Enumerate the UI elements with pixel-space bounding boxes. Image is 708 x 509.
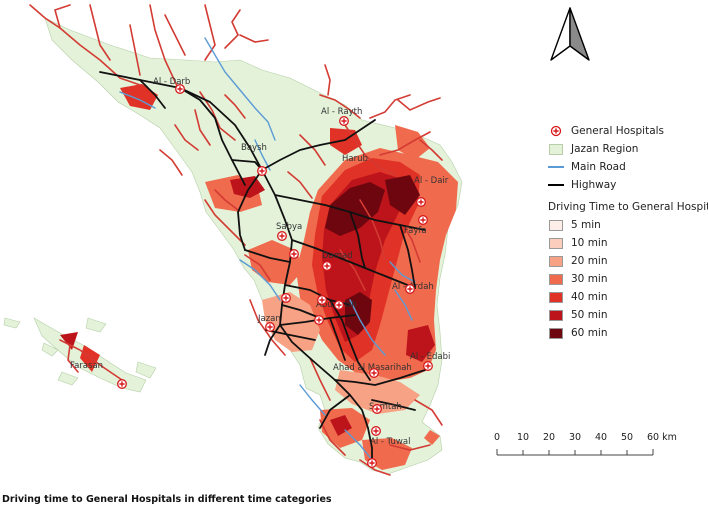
hospital-icon bbox=[116, 379, 128, 389]
map-legend: General Hospitals Jazan Region Main Road… bbox=[548, 122, 708, 342]
place-label: Farasan bbox=[70, 361, 103, 371]
place-label: Al - Dair bbox=[414, 176, 449, 186]
hospital-icon bbox=[322, 261, 332, 271]
place-label: Baysh bbox=[241, 143, 267, 153]
place-label: Samtah bbox=[369, 402, 402, 412]
hospital-icon bbox=[281, 293, 291, 303]
scale-tick-label: 50 bbox=[621, 432, 633, 443]
scale-bar: 0 10 20 30 40 50 60 km bbox=[494, 432, 677, 456]
scale-tick-label: 60 km bbox=[647, 432, 677, 443]
place-label: Ahad al Masarihah bbox=[333, 363, 412, 373]
scale-tick-label: 0 bbox=[494, 432, 500, 443]
highways bbox=[99, 71, 426, 466]
legend-label: 50 min bbox=[571, 309, 608, 321]
hospital-icon bbox=[405, 284, 415, 294]
legend-label: 30 min bbox=[571, 273, 608, 285]
legend-item-hospitals: General Hospitals bbox=[548, 122, 708, 140]
place-label: Damad bbox=[322, 251, 353, 261]
time-class-swatch bbox=[549, 291, 563, 303]
legend-label: 20 min bbox=[571, 255, 608, 267]
place-label: Al - Darb bbox=[153, 77, 190, 87]
hospital-icon bbox=[265, 322, 275, 332]
hospital-icon bbox=[289, 248, 299, 259]
main-roads bbox=[119, 37, 416, 461]
hospital-icon bbox=[548, 125, 564, 137]
legend-time-classes: 5 min 10 min 20 min 30 min 40 min 50 min 60 mi… bbox=[548, 216, 708, 342]
figure-caption: Driving time to General Hospitals in dif… bbox=[2, 494, 332, 505]
place-labels: Al - Darb Al - Rayth Baysh Harub Al - Da… bbox=[70, 77, 450, 447]
legend-label: 60 min bbox=[571, 327, 608, 339]
main-road-swatch bbox=[548, 166, 564, 168]
hospital-icon bbox=[334, 300, 344, 310]
legend-item-region: Jazan Region bbox=[548, 140, 708, 158]
time-class-swatch bbox=[549, 255, 563, 267]
legend-item-main-road: Main Road bbox=[548, 158, 708, 176]
scale-tick-label: 20 bbox=[543, 432, 555, 443]
time-class-swatch bbox=[549, 273, 563, 285]
place-label: Al - Rayth bbox=[321, 107, 362, 117]
hospital-icon bbox=[314, 315, 324, 325]
legend-time-class: 5 min bbox=[548, 216, 708, 234]
hospital-icon bbox=[317, 295, 327, 305]
time-class-swatch bbox=[549, 327, 563, 339]
legend-time-class: 20 min bbox=[548, 252, 708, 270]
legend-time-class: 50 min bbox=[548, 306, 708, 324]
hospital-icon bbox=[339, 115, 349, 127]
hospital-icon bbox=[423, 361, 433, 371]
scale-tick-label: 40 bbox=[595, 432, 607, 443]
time-class-swatch bbox=[549, 219, 563, 231]
place-label: Sabya bbox=[276, 222, 302, 232]
legend-time-class: 40 min bbox=[548, 288, 708, 306]
place-label: Al - Edabi bbox=[410, 352, 450, 362]
place-label: Harub bbox=[342, 154, 368, 164]
hospital-icon bbox=[372, 404, 382, 414]
legend-time-title: Driving Time to General Hospital bbox=[548, 201, 708, 213]
hospital-icon bbox=[257, 165, 267, 177]
legend-time-class: 30 min bbox=[548, 270, 708, 288]
place-label: Al - Tuwal bbox=[370, 437, 410, 447]
legend-label: Jazan Region bbox=[571, 143, 639, 155]
legend-label: 40 min bbox=[571, 291, 608, 303]
time-class-swatch bbox=[549, 309, 563, 321]
highway-swatch bbox=[548, 184, 564, 186]
scale-tick-label: 30 bbox=[569, 432, 581, 443]
hospital-icon bbox=[371, 426, 381, 436]
hospital-icon bbox=[174, 83, 186, 95]
legend-label: 10 min bbox=[571, 237, 608, 249]
legend-time-class: 10 min bbox=[548, 234, 708, 252]
legend-label: Main Road bbox=[571, 161, 626, 173]
farasan-islands bbox=[3, 317, 157, 393]
legend-label: Highway bbox=[571, 179, 617, 191]
scale-tick-label: 10 bbox=[517, 432, 529, 443]
hospital-icon bbox=[367, 458, 377, 468]
secondary-roads bbox=[29, 4, 443, 476]
legend-label: 5 min bbox=[571, 219, 601, 231]
place-label: Fayfa bbox=[404, 226, 427, 236]
north-arrow-icon bbox=[550, 7, 590, 61]
hospital-icon bbox=[418, 214, 428, 226]
hospital-icon bbox=[369, 368, 379, 378]
place-label: Jazan bbox=[257, 314, 281, 324]
legend-label: General Hospitals bbox=[571, 125, 665, 137]
region-swatch bbox=[549, 143, 563, 155]
hospital-icon bbox=[277, 230, 287, 242]
legend-time-class: 60 min bbox=[548, 324, 708, 342]
time-class-swatch bbox=[549, 237, 563, 249]
legend-item-highway: Highway bbox=[548, 176, 708, 194]
hospital-icon bbox=[416, 196, 426, 208]
